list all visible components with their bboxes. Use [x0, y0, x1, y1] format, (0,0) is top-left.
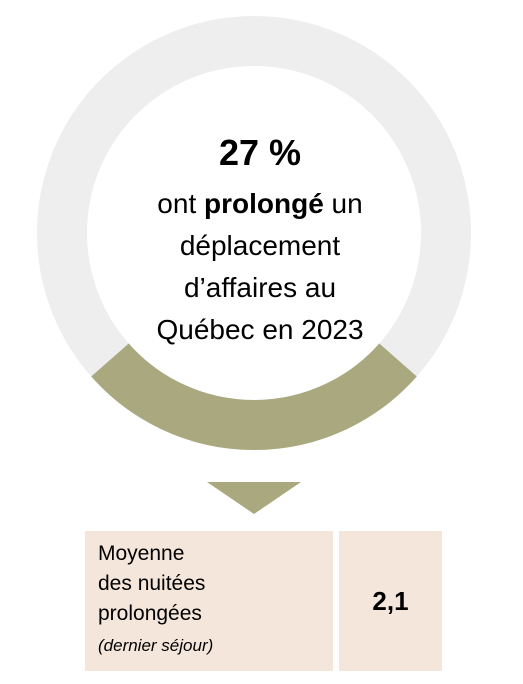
pointer-triangle: [207, 482, 301, 514]
stat-label-note: (dernier séjour): [98, 636, 214, 655]
percentage-value: 27 %: [218, 132, 302, 173]
donut-chart: [37, 16, 471, 514]
headline-line-3: d’affaires au: [183, 272, 337, 303]
stat-label-line-3: prolongées: [98, 602, 202, 625]
headline-line-1-pre: ont: [157, 188, 204, 219]
stat-label-line-2: des nuitées: [98, 572, 206, 595]
headline-emphasis: prolongé: [204, 188, 324, 219]
stat-label-line-1: Moyenne: [98, 542, 185, 565]
stat-value-box: 2,1: [339, 531, 442, 671]
headline-line-4: Québec en 2023: [156, 314, 364, 345]
headline-line-1-post: un: [323, 188, 363, 219]
headline-line-1: ont prolongé un: [90, 190, 430, 218]
headline-line-2: déplacement: [179, 230, 341, 261]
donut-highlight-arc: [91, 343, 417, 450]
stat-value: 2,1: [372, 585, 409, 616]
stat-label-box: Moyenne des nuitées prolongées (dernier …: [85, 531, 333, 671]
